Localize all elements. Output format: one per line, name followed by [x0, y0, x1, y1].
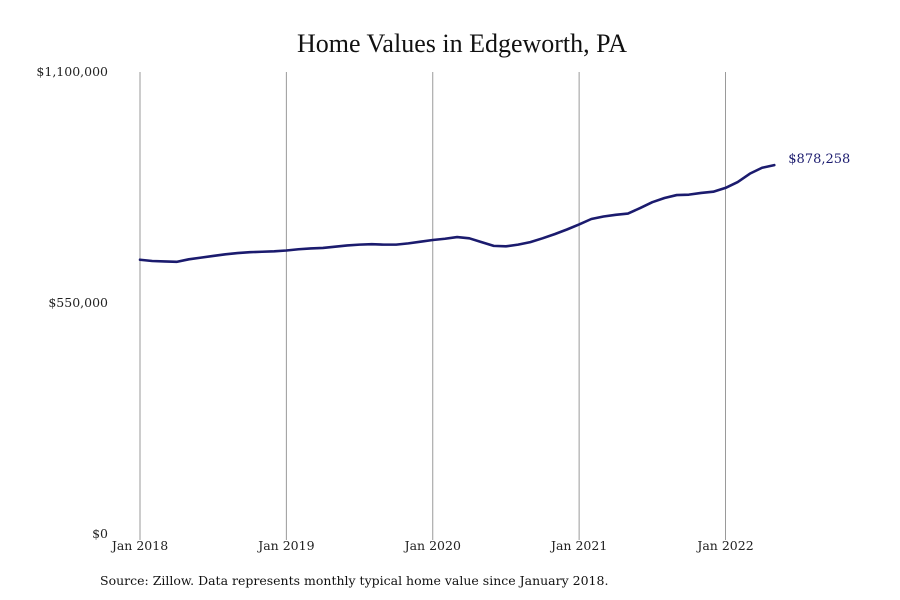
x-tick-label: Jan 2020 [403, 538, 461, 553]
x-tick-label: Jan 2019 [256, 538, 314, 553]
source-note: Source: Zillow. Data represents monthly … [100, 573, 608, 588]
series-layer [138, 163, 776, 264]
y-tick-label: $550,000 [48, 295, 108, 310]
y-tick-label: $1,100,000 [36, 64, 108, 79]
gridlines [139, 72, 726, 540]
chart-title: Home Values in Edgeworth, PA [297, 29, 627, 58]
x-tick-label: Jan 2022 [695, 538, 753, 553]
x-tick-label: Jan 2018 [110, 538, 168, 553]
series-line [138, 163, 776, 264]
y-tick-label: $0 [92, 526, 108, 541]
x-axis-ticks: Jan 2018 Jan 2019 Jan 2020 Jan 2021 Jan 2022 [110, 538, 754, 553]
end-value-label: $878,258 [788, 152, 850, 167]
x-tick-label: Jan 2021 [549, 538, 607, 553]
y-axis-ticks: $0 $550,000 $1,100,000 [36, 64, 108, 541]
